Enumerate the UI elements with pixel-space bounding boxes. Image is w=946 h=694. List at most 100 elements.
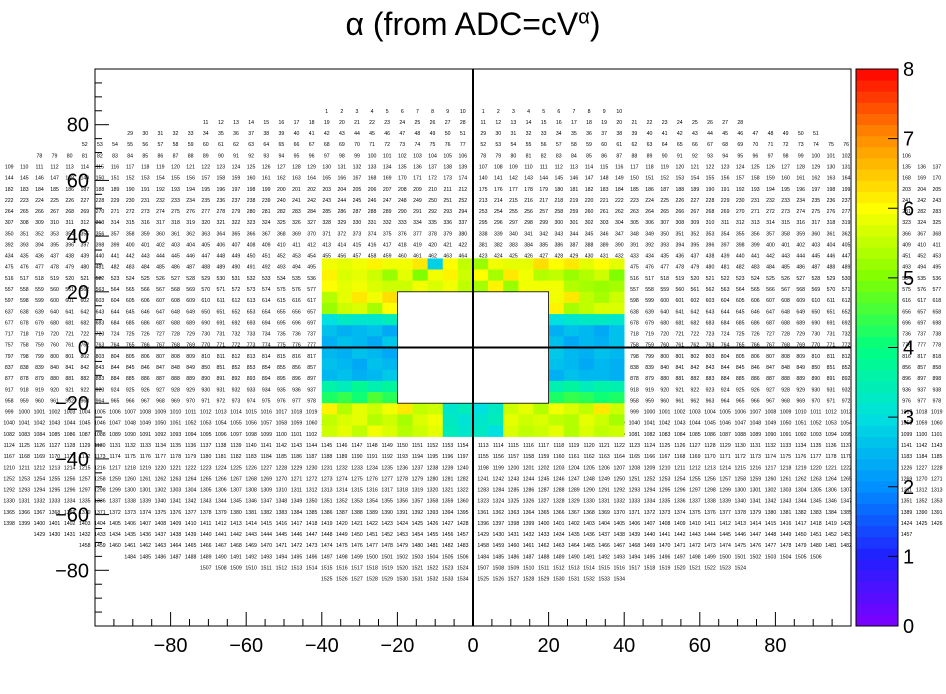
channel-label: 33 <box>188 131 194 137</box>
channel-label: 1465 <box>583 543 595 549</box>
channel-label: 729 <box>796 332 805 338</box>
channel-label: 300 <box>554 220 563 226</box>
heatmap-cell <box>457 280 474 293</box>
channel-label: 458 <box>368 254 377 260</box>
channel-label: 403 <box>812 242 821 248</box>
channel-label: 1017 <box>901 410 913 416</box>
heatmap-cell <box>382 392 398 404</box>
channel-label: 5 <box>386 109 389 115</box>
channel-label: 149 <box>80 176 89 182</box>
channel-label: 1236 <box>397 465 409 471</box>
channel-label: 296 <box>494 220 503 226</box>
channel-label: 1344 <box>795 499 807 505</box>
channel-label: 373 <box>353 231 362 237</box>
heatmap-cell <box>593 258 610 270</box>
channel-label: 1501 <box>734 554 746 560</box>
channel-label: 737 <box>917 332 926 338</box>
channel-label: 1449 <box>780 532 792 538</box>
channel-label: 1503 <box>412 554 424 560</box>
heatmap-cell <box>352 291 368 304</box>
channel-label: 1082 <box>644 432 656 438</box>
channel-label: 1006 <box>109 410 121 416</box>
channel-label: 485 <box>781 265 790 271</box>
heatmap-cell <box>352 269 368 281</box>
channel-label: 1360 <box>457 499 469 505</box>
channel-label: 361 <box>827 231 836 237</box>
channel-label: 435 <box>20 254 29 260</box>
heatmap-cell <box>336 325 353 337</box>
channel-label: 1129 <box>720 443 731 449</box>
channel-label: 1201 <box>523 465 535 471</box>
channel-label: 349 <box>645 231 654 237</box>
channel-label: 1204 <box>568 465 580 471</box>
channel-label: 600 <box>660 298 669 304</box>
channel-label: 397 <box>80 242 89 248</box>
channel-label: 1531 <box>568 577 580 583</box>
channel-label: 1133 <box>140 443 151 449</box>
channel-label: 62 <box>233 142 239 148</box>
channel-label: 269 <box>80 209 89 215</box>
channel-label: 1263 <box>170 476 182 482</box>
channel-label: 354 <box>65 231 74 237</box>
channel-label: 401 <box>781 242 790 248</box>
channel-label: 1230 <box>306 465 318 471</box>
channel-label: 1133 <box>780 443 791 449</box>
channel-label: 1312 <box>306 488 318 494</box>
channel-label: 640 <box>660 309 669 315</box>
channel-label: 345 <box>585 231 594 237</box>
channel-label: 4 <box>371 109 374 115</box>
channel-label: 1214 <box>64 465 76 471</box>
channel-label: 1127 <box>49 443 60 449</box>
channel-label: 1475 <box>734 543 746 549</box>
heatmap-cell <box>609 280 625 293</box>
channel-label: 176 <box>494 187 503 193</box>
channel-label: 763 <box>96 343 105 349</box>
channel-label: 242 <box>307 198 316 204</box>
heatmap-cell <box>382 258 398 270</box>
channel-label: 1261 <box>140 476 152 482</box>
channel-label: 1477 <box>366 543 378 549</box>
channel-label: 1511 <box>538 566 549 572</box>
channel-label: 1332 <box>34 499 46 505</box>
color-scale-band <box>856 124 898 137</box>
channel-label: 1296 <box>674 488 686 494</box>
channel-label: 255 <box>509 209 518 215</box>
channel-label: 48 <box>415 131 421 137</box>
channel-label: 568 <box>171 287 180 293</box>
color-scale-band <box>856 369 898 382</box>
heatmap-cell <box>352 414 368 426</box>
channel-label: 1409 <box>674 521 686 527</box>
channel-label: 1259 <box>750 476 762 482</box>
heatmap-cell <box>457 258 474 270</box>
channel-label: 1277 <box>381 476 393 482</box>
channel-label: 154 <box>691 176 700 182</box>
channel-label: 350 <box>660 231 669 237</box>
channel-label: 1359 <box>442 499 454 505</box>
channel-label: 1442 <box>230 532 242 538</box>
channel-label: 155 <box>706 176 715 182</box>
channel-label: 728 <box>171 332 180 338</box>
channel-label: 1448 <box>321 532 333 538</box>
channel-label: 218 <box>554 198 563 204</box>
heatmap-cell <box>578 392 595 404</box>
channel-label: 327 <box>307 220 316 226</box>
channel-label: 1166 <box>644 454 655 460</box>
channel-label: 1329 <box>568 499 580 505</box>
channel-label: 399 <box>751 242 760 248</box>
channel-label: 1508 <box>215 566 227 572</box>
channel-label: 1531 <box>412 577 424 583</box>
heatmap-cell <box>473 258 489 270</box>
channel-label: 1059 <box>916 421 928 427</box>
channel-label: 286 <box>338 209 347 215</box>
channel-label: 267 <box>50 209 59 215</box>
channel-label: 163 <box>827 176 836 182</box>
channel-label: 642 <box>80 309 89 315</box>
channel-label: 439 <box>80 254 89 260</box>
channel-label: 1464 <box>170 543 182 549</box>
channel-label: 1000 <box>644 410 656 416</box>
channel-label: 1257 <box>719 476 731 482</box>
channel-label: 681 <box>65 320 74 326</box>
heatmap-cell <box>321 280 338 293</box>
channel-label: 1172 <box>735 454 746 460</box>
channel-label: 1346 <box>245 499 257 505</box>
